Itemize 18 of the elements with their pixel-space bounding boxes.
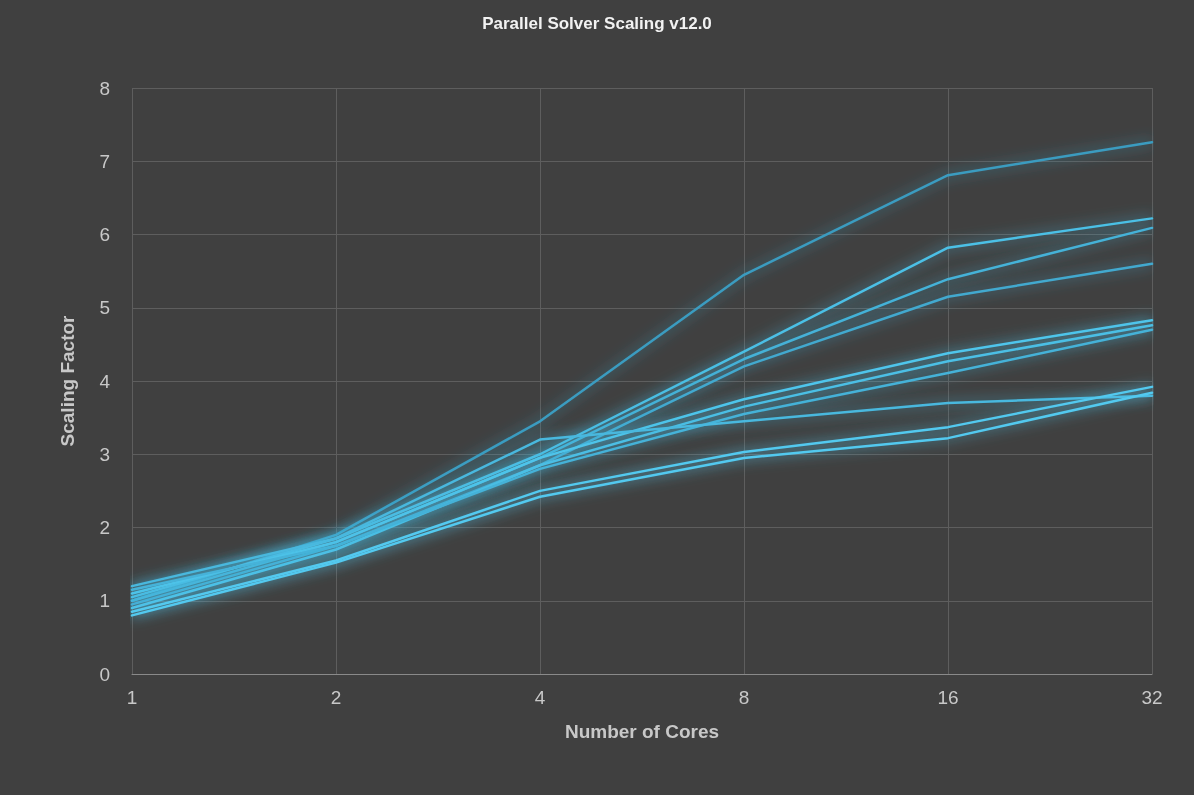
y-tick-label: 5 [99,297,110,319]
chart-title: Parallel Solver Scaling v12.0 [482,14,712,33]
x-tick-label: 2 [330,687,342,708]
y-tick-label: 2 [99,517,110,538]
y-tick-label: 6 [99,224,110,245]
y-tick-label: 1 [99,590,110,612]
y-tick-label: 0 [99,663,110,685]
y-tick-label: 8 [99,77,110,99]
x-tick-label: 4 [534,687,546,708]
y-axis-title: Scaling Factor [57,314,78,447]
x-tick-label: 16 [937,687,959,708]
x-tick-label: 1 [126,687,138,708]
y-tick-label: 4 [99,370,111,392]
y-tick-label: 3 [99,443,110,465]
x-tick-label: 32 [1141,687,1163,708]
x-axis-title: Number of Cores [564,721,720,742]
y-tick-label: 7 [99,150,110,172]
x-tick-label: 8 [738,687,750,708]
